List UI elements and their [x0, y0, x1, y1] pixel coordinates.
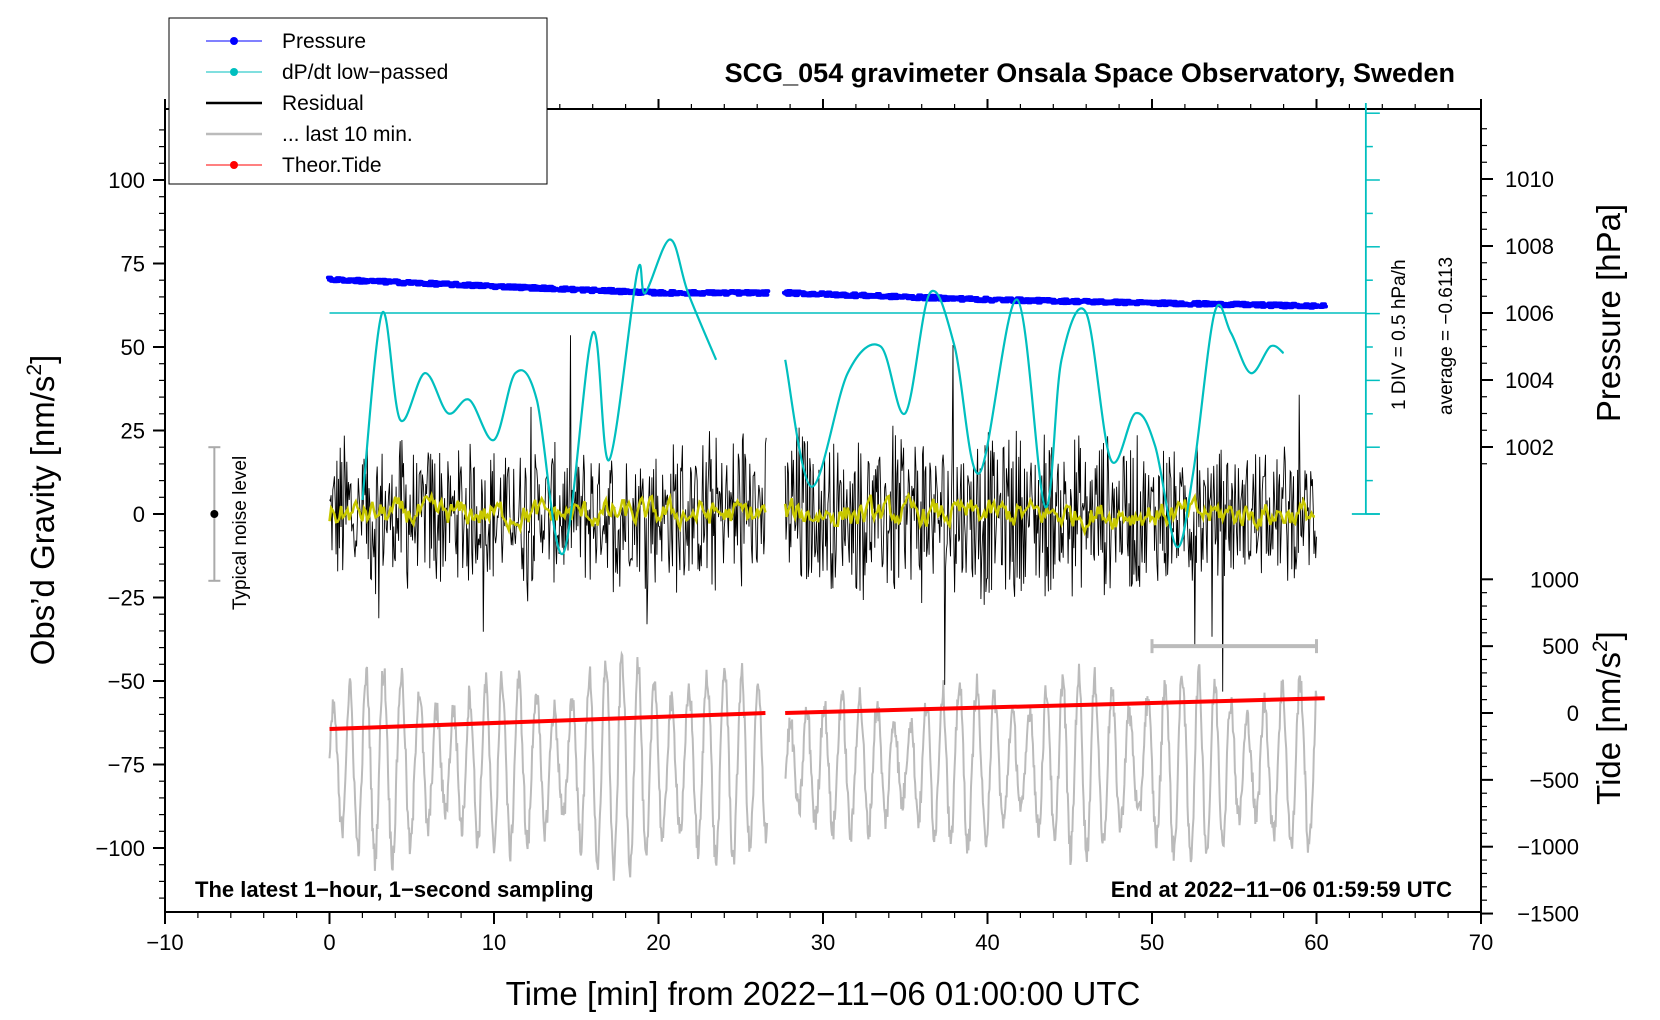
legend-marker: [230, 68, 238, 76]
noise-bar-center: [210, 510, 219, 518]
x-tick-label: 60: [1304, 930, 1328, 955]
legend-label: Residual: [282, 92, 364, 115]
last-10-min-series: [328, 650, 1318, 881]
dpdt-series: [329, 238, 1366, 555]
y-tick-label: −75: [108, 753, 145, 778]
theoretical-tide-series: [329, 696, 1325, 732]
last-10-min-line: [328, 650, 1318, 881]
tide-tick-label: −500: [1529, 768, 1579, 793]
legend-box: [168, 17, 548, 185]
noise-level-bar: [208, 446, 221, 582]
pressure-tick-label: 1010: [1505, 167, 1554, 192]
left-y-axis-title-end: ]: [24, 355, 61, 364]
last-10-min-bar: [1150, 639, 1318, 654]
x-tick-label: 0: [323, 930, 335, 955]
end-time-annotation: End at 2022−11−06 01:59:59 UTC: [1111, 877, 1452, 902]
pressure-tick-label: 1002: [1505, 435, 1554, 460]
chart-title: SCG_054 gravimeter Onsala Space Observat…: [725, 58, 1455, 88]
y-tick-label: 0: [133, 502, 145, 527]
residual-smoothed-line: [328, 490, 1315, 537]
y-tick-label: 50: [121, 335, 145, 360]
x-tick-label: 50: [1140, 930, 1164, 955]
plot-area: [164, 108, 1482, 913]
legend-marker: [230, 37, 238, 45]
tide-tick-label: 1000: [1530, 567, 1579, 592]
y-tick-label: 75: [121, 252, 145, 277]
dpdt-line-2: [784, 289, 1285, 548]
average-label: average = −0.6113: [1436, 257, 1457, 415]
tide-tick-label: 0: [1567, 701, 1579, 726]
pressure-tick-label: 1008: [1505, 234, 1554, 259]
y-tick-label: 100: [108, 168, 145, 193]
x-tick-label: 70: [1469, 930, 1493, 955]
div-label: 1 DIV = 0.5 hPa/h: [1389, 259, 1410, 410]
tide-axis-title: Tide [nm/s2]: [1589, 631, 1627, 805]
tide-tick-label: −1000: [1517, 835, 1579, 860]
dpdt-line-1: [361, 238, 718, 555]
tide-axis-title-end: ]: [1590, 631, 1627, 640]
pressure-axis: 1010 1008 1006 1004 1002: [1481, 128, 1554, 465]
dpdt-scale-bar: [1351, 103, 1380, 515]
left-y-axis: 100 75 50 25 0 −25 −50 −75 −100: [95, 129, 165, 899]
left-y-axis-title-main: Obs’d Gravity [nm/s: [24, 376, 61, 666]
tide-tick-label: 500: [1542, 634, 1579, 659]
pressure-tick-label: 1006: [1505, 301, 1554, 326]
tide-axis-title-main: Tide [nm/s: [1590, 652, 1627, 805]
left-y-axis-title-sup: 2: [23, 364, 46, 376]
legend-marker: [230, 161, 238, 169]
legend-label: dP/dt low−passed: [282, 61, 448, 84]
noise-level-label: Typical noise level: [230, 456, 251, 610]
x-tick-label: 10: [482, 930, 506, 955]
legend-label: ... last 10 min.: [282, 123, 413, 146]
x-tick-label: 20: [646, 930, 670, 955]
y-tick-label: −100: [95, 836, 145, 861]
residual-smoothed-series: [328, 490, 1315, 537]
tide-axis: 1000 500 0 −500 −1000 −1500: [1481, 567, 1579, 927]
left-y-axis-title: Obs’d Gravity [nm/s2]: [23, 355, 61, 666]
pressure-dots: [325, 275, 1328, 310]
pressure-series: [325, 275, 1328, 310]
tide-tick-label: −1500: [1517, 902, 1579, 927]
x-tick-label: 40: [975, 930, 999, 955]
y-tick-label: −50: [108, 669, 145, 694]
legend: Pressure dP/dt low−passed Residual ... last…: [168, 17, 548, 185]
tide-segment-2: [785, 696, 1325, 715]
y-tick-label: −25: [108, 586, 145, 611]
legend-label: Pressure: [282, 30, 366, 53]
pressure-axis-title: Pressure [hPa]: [1590, 204, 1627, 422]
y-tick-label: 25: [121, 419, 145, 444]
pressure-tick-label: 1004: [1505, 368, 1554, 393]
sampling-annotation: The latest 1−hour, 1−second sampling: [195, 877, 594, 902]
x-tick-label: 30: [811, 930, 835, 955]
tide-segment-1: [329, 711, 766, 732]
x-tick-label: −10: [146, 930, 183, 955]
x-axis-title: Time [min] from 2022−11−06 01:00:00 UTC: [506, 975, 1141, 1012]
legend-label: Theor.Tide: [282, 154, 382, 177]
tide-axis-title-sup: 2: [1589, 640, 1612, 652]
